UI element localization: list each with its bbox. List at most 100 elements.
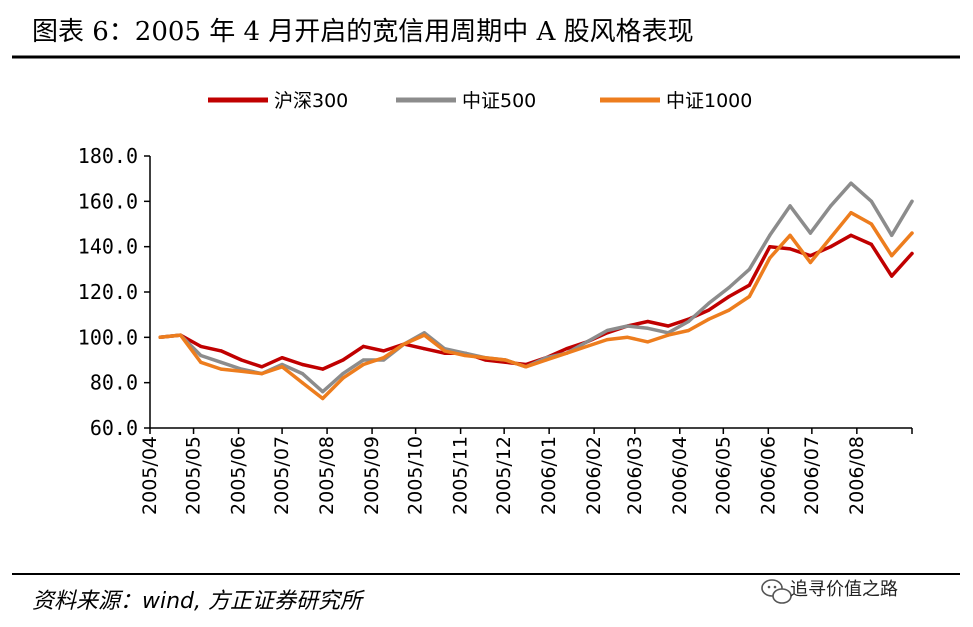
data-point	[422, 347, 426, 351]
data-point	[544, 358, 548, 362]
data-point	[727, 285, 731, 290]
x-tick-label: 2005/11	[450, 436, 472, 515]
figure-title: 图表 6：2005 年 4 月开启的宽信用周期中 A 股风格表现	[32, 17, 694, 47]
x-tick-label: 2006/06	[757, 436, 779, 515]
data-point	[605, 338, 609, 342]
data-point	[178, 333, 183, 337]
data-point	[788, 204, 792, 208]
data-point	[300, 372, 304, 376]
data-point	[443, 349, 447, 353]
data-point	[707, 308, 711, 312]
data-point	[686, 319, 691, 324]
data-point	[199, 353, 203, 358]
x-axis: 2005/04 2005/05 2005/06 2005/07 2005/08 2005/…	[139, 427, 913, 515]
y-tick-label: 60.0	[90, 416, 138, 440]
data-point	[321, 390, 325, 394]
legend-item: 中证500	[396, 90, 536, 112]
data-point	[402, 342, 406, 346]
y-tick-label: 100.0	[78, 325, 138, 349]
data-point	[199, 344, 203, 348]
data-point	[565, 351, 569, 355]
data-point	[768, 245, 772, 249]
x-tick-label: 2005/04	[139, 436, 161, 515]
data-point	[382, 349, 386, 353]
data-point	[808, 231, 813, 235]
y-tick-label: 120.0	[78, 280, 138, 304]
data-point	[747, 294, 752, 299]
legend-label: 中证1000	[666, 90, 752, 112]
x-tick-label: 2006/07	[801, 436, 823, 515]
data-point	[646, 319, 650, 324]
wechat-icon	[761, 579, 792, 604]
data-point	[504, 358, 508, 362]
data-point	[890, 274, 894, 278]
legend-label: 中证500	[462, 90, 536, 112]
y-tick-label: 80.0	[90, 371, 138, 395]
data-point	[361, 362, 365, 367]
data-point	[890, 254, 894, 258]
x-tick-label: 2005/07	[271, 436, 293, 515]
data-point	[829, 245, 833, 249]
x-tick-label: 2006/01	[538, 436, 560, 515]
data-point	[849, 181, 853, 185]
plot-area	[158, 181, 914, 401]
y-tick-label: 140.0	[78, 235, 138, 259]
data-point	[524, 365, 528, 369]
data-point	[747, 267, 752, 271]
data-point	[910, 199, 914, 203]
data-point	[625, 324, 630, 328]
data-point	[300, 381, 304, 385]
data-point	[382, 356, 386, 360]
x-tick-label: 2005/05	[183, 436, 205, 515]
data-point	[788, 233, 792, 237]
x-tick-label: 2006/02	[583, 436, 605, 515]
x-tick-label: 2005/09	[361, 436, 383, 515]
data-point	[463, 353, 467, 358]
x-tick-label: 2006/04	[669, 436, 691, 515]
data-point	[219, 360, 223, 364]
data-point	[341, 372, 345, 376]
data-point	[199, 360, 203, 364]
data-point	[747, 283, 752, 287]
data-point	[869, 242, 874, 246]
data-point	[808, 260, 813, 265]
source-note: 资料来源：wind, 方正证券研究所	[32, 589, 365, 614]
series-line	[158, 233, 914, 371]
series-2	[158, 210, 914, 401]
data-point	[666, 324, 670, 328]
legend-item: 中证1000	[600, 90, 752, 112]
data-point	[727, 294, 731, 299]
data-point	[219, 367, 223, 371]
data-point	[585, 344, 589, 348]
data-point	[646, 326, 650, 330]
data-point	[910, 231, 914, 235]
data-point	[239, 358, 243, 362]
data-point	[686, 328, 691, 333]
series-line	[158, 210, 914, 401]
data-point	[646, 340, 650, 344]
x-tick-label: 2006/08	[846, 436, 868, 515]
data-point	[422, 333, 426, 337]
data-point	[829, 236, 833, 240]
data-point	[300, 362, 304, 367]
data-point	[280, 356, 284, 360]
data-point	[260, 365, 264, 369]
y-tick-label: 160.0	[78, 189, 138, 213]
x-tick-label: 2005/12	[493, 436, 515, 515]
data-point	[869, 222, 874, 226]
data-point	[219, 349, 223, 353]
data-point	[260, 372, 264, 376]
data-point	[361, 344, 365, 348]
data-point	[483, 356, 487, 360]
data-point	[585, 340, 589, 344]
data-point	[849, 233, 853, 237]
data-point	[768, 256, 772, 260]
x-tick-label: 2005/08	[316, 436, 338, 515]
x-tick-label: 2005/10	[405, 436, 427, 515]
y-axis: 60.0 80.0 100.0 120.0 140.0 160.0 180.0	[78, 144, 151, 440]
data-point	[239, 369, 243, 373]
legend: 沪深300 中证500 中证1000	[208, 90, 752, 112]
data-point	[707, 317, 711, 321]
data-point	[158, 335, 162, 339]
legend-item: 沪深300	[208, 90, 348, 112]
